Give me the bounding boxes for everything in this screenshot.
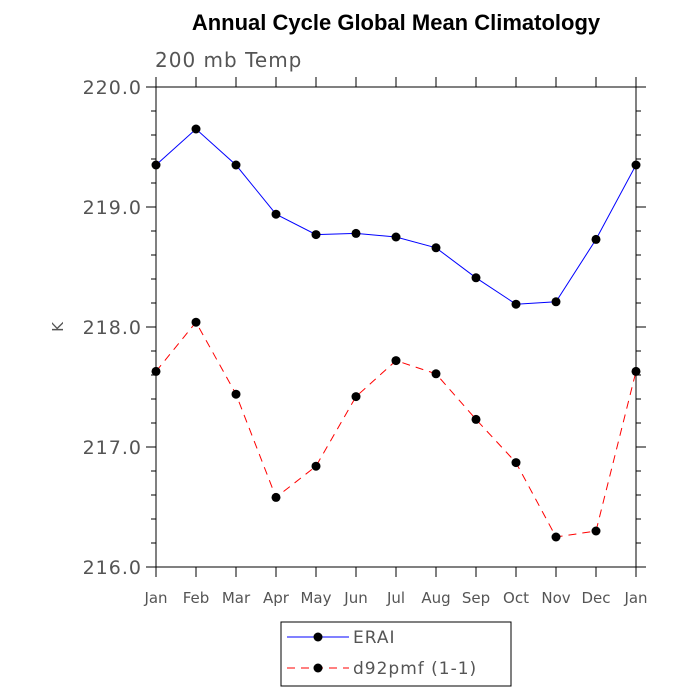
chart-title: Annual Cycle Global Mean Climatology — [192, 10, 601, 35]
series-1-point — [271, 492, 281, 502]
x-tick-label: Oct — [503, 589, 529, 607]
series-1-point — [351, 392, 361, 402]
y-axis-label: K — [49, 321, 67, 332]
series-0-point — [231, 160, 241, 170]
series-0-point — [511, 299, 521, 309]
series-0-point — [151, 160, 161, 170]
series-0-point — [431, 243, 441, 253]
series-1-point — [471, 414, 481, 424]
legend: ERAI d92pmf (1-1) — [280, 621, 512, 687]
y-tick-label: 220.0 — [83, 77, 142, 99]
legend-marker-d92pmf — [313, 663, 323, 673]
x-tick-label: Aug — [421, 589, 450, 607]
x-tick-label: Mar — [222, 589, 251, 607]
x-tick-label: Jan — [623, 589, 647, 607]
x-tick-label: Apr — [263, 589, 290, 607]
x-tick-label: Dec — [581, 589, 610, 607]
chart-subtitle: 200 mb Temp — [155, 48, 302, 72]
x-tick-label: Jun — [343, 589, 367, 607]
y-axis: 216.0 217.0 218.0 219.0 220.0 — [83, 77, 646, 579]
x-tick-label: Nov — [541, 589, 570, 607]
y-tick-label: 217.0 — [83, 437, 142, 459]
series-0-point — [551, 297, 561, 307]
legend-box — [280, 621, 512, 687]
plot-series — [151, 124, 641, 542]
legend-label-erai: ERAI — [353, 628, 396, 648]
series-1-point — [591, 526, 601, 536]
legend-label-d92pmf: d92pmf (1-1) — [353, 659, 477, 679]
series-1-point — [551, 532, 561, 542]
series-0-point — [391, 232, 401, 242]
y-tick-label: 216.0 — [83, 557, 142, 579]
series-0-point — [271, 209, 281, 219]
series-0-point — [311, 230, 321, 240]
series-1-point — [391, 356, 401, 366]
series-1-point — [191, 317, 201, 327]
x-axis: Jan Feb Mar Apr May Jun Jul Aug Sep Oct Nov Dec Jan — [143, 77, 648, 607]
series-line-1 — [155, 321, 637, 538]
series-1-point — [151, 366, 161, 376]
series-line-0 — [155, 128, 637, 305]
x-tick-label: Jul — [386, 589, 405, 607]
y-tick-label: 218.0 — [83, 317, 142, 339]
series-0-point — [351, 228, 361, 238]
x-tick-label: Feb — [183, 589, 210, 607]
series-1-point — [231, 389, 241, 399]
series-0-point — [591, 234, 601, 244]
legend-marker-erai — [313, 632, 323, 642]
series-0-point — [191, 124, 201, 134]
x-tick-label: Sep — [462, 589, 490, 607]
series-1-point — [431, 369, 441, 379]
series-0-point — [631, 160, 641, 170]
series-1-point — [311, 461, 321, 471]
series-1-point — [631, 366, 641, 376]
x-tick-label: May — [300, 589, 331, 607]
plot-frame — [155, 86, 637, 568]
series-1-point — [511, 458, 521, 468]
x-tick-label: Jan — [143, 589, 167, 607]
series-0-point — [471, 273, 481, 283]
y-tick-label: 219.0 — [83, 197, 142, 219]
